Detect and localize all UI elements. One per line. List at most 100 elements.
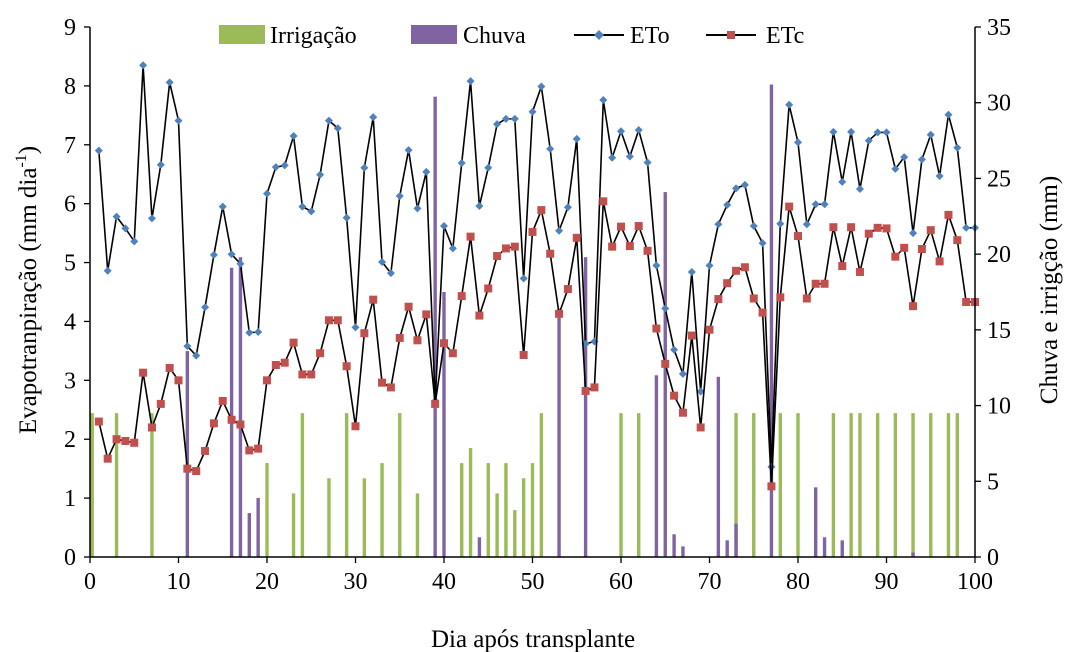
eto-point [298, 202, 307, 211]
x-tick-label: 80 [786, 569, 810, 595]
y-left-tick-label: 9 [64, 15, 76, 41]
etc-point [218, 396, 227, 405]
eto-point [811, 200, 820, 209]
line-series-group [94, 61, 979, 491]
x-tick-label: 100 [957, 569, 993, 595]
irrigacao-bar [90, 413, 94, 557]
etc-point [174, 376, 183, 385]
chuva-bar [911, 552, 915, 557]
irrigacao-bar [114, 413, 119, 557]
eto-point [767, 462, 776, 471]
eto-point [625, 152, 634, 161]
etc-point [245, 446, 254, 455]
chuva-bar [769, 84, 774, 557]
bar-series-group [90, 84, 959, 557]
legend-label-chuva: Chuva [463, 23, 526, 49]
eto-point [475, 202, 484, 211]
y-right-tick-label: 35 [987, 15, 1011, 41]
etc-point [572, 233, 581, 242]
eto-point [94, 146, 103, 155]
etc-point [776, 293, 785, 302]
irrigacao-bar [468, 447, 473, 557]
etc-point [94, 417, 103, 426]
eto-point [201, 303, 210, 312]
eto-point [599, 96, 608, 105]
eto-point [678, 369, 687, 378]
legend: Irrigação Chuva ETo ETc [219, 23, 804, 49]
eto-point [369, 113, 378, 122]
eto-point [156, 160, 165, 169]
eto-point [749, 222, 758, 231]
eto-point [670, 345, 679, 354]
etc-point [687, 331, 696, 340]
chuva-bar [247, 513, 251, 557]
y-left-tick-label: 7 [64, 133, 76, 159]
etc-point [510, 242, 519, 251]
eto-point [316, 170, 325, 179]
etc-point [643, 246, 652, 255]
eto-point [882, 128, 891, 137]
etc-point [404, 302, 413, 311]
etc-point [917, 245, 926, 254]
etc-point [493, 252, 502, 261]
irrigacao-bar [265, 463, 269, 557]
eto-point [794, 138, 802, 147]
etc-point [855, 267, 864, 276]
eto-point [103, 266, 112, 275]
etc-point [802, 294, 811, 303]
etc-point [785, 202, 794, 211]
etc-point [829, 223, 838, 232]
x-axis-title: Dia após transplante [431, 626, 635, 652]
y-left-tick-label: 0 [64, 545, 76, 571]
irrigacao-bar [796, 413, 800, 557]
eto-point [864, 136, 873, 145]
eto-point [519, 274, 528, 283]
legend-swatch-chuva [411, 25, 457, 44]
eto-point [147, 214, 156, 223]
x-tick-label: 30 [344, 569, 368, 595]
chuva-bar [185, 351, 190, 557]
y-right-axis-title: Chuva e irrigção (mm) [1036, 176, 1063, 404]
eto-point [926, 130, 935, 139]
irrigacao-bar [778, 413, 782, 557]
eto-point [855, 184, 864, 193]
etc-point [864, 229, 873, 238]
etc-point [386, 383, 395, 392]
etc-point [732, 266, 741, 275]
etc-point [192, 467, 201, 476]
eto-point [501, 114, 510, 123]
etc-point [121, 436, 130, 445]
etc-point [395, 333, 404, 342]
irrigacao-bar [539, 413, 544, 557]
etc-point [431, 399, 440, 408]
eto-point [563, 203, 572, 212]
irrigacao-bar [460, 463, 464, 557]
eto-point [351, 323, 360, 332]
y-right-tick-label: 25 [987, 166, 1011, 192]
etc-point [422, 310, 431, 319]
x-tick-label: 50 [521, 569, 545, 595]
etc-point [563, 285, 572, 294]
etc-point [634, 222, 643, 231]
etc-point [935, 257, 944, 266]
eto-point [236, 259, 245, 268]
etc-point [440, 339, 448, 348]
eto-point [174, 116, 183, 125]
etc-point [617, 222, 625, 231]
etc-point [670, 391, 679, 400]
y-left-tick-label: 5 [64, 251, 76, 277]
etc-point [767, 482, 776, 491]
eto-point [838, 177, 847, 186]
eto-point [386, 269, 395, 278]
etc-point [537, 206, 546, 215]
etc-point [696, 423, 705, 432]
eto-point [192, 351, 201, 360]
etc-point [183, 464, 192, 473]
etc-point [652, 324, 661, 333]
legend-label-etc: ETc [766, 23, 804, 49]
chuva-bar [654, 375, 659, 557]
etc-point [581, 386, 590, 395]
eto-point [687, 267, 696, 276]
irrigacao-bar [734, 413, 738, 557]
etc-point [714, 295, 723, 304]
